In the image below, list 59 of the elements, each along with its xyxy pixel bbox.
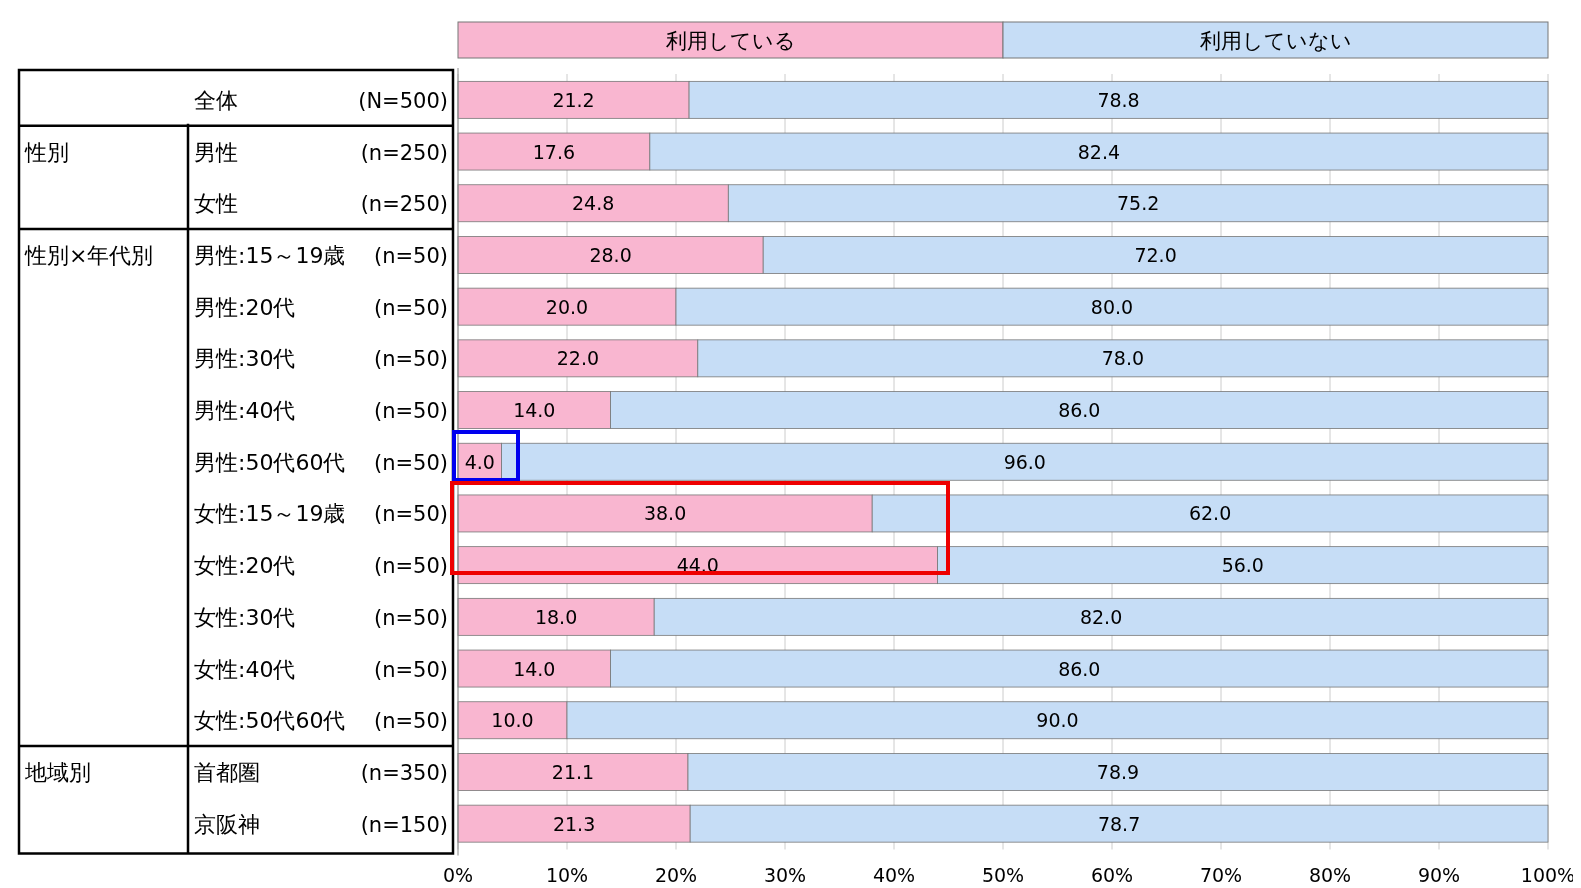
x-tick-label: 0%	[442, 864, 474, 886]
data-label: 17.6	[532, 140, 576, 163]
data-label: 78.7	[1097, 812, 1141, 835]
category-label: 男性:40代 (n=50)	[194, 398, 448, 424]
x-tick-label: 90%	[1417, 864, 1461, 886]
data-label: 21.1	[551, 760, 595, 783]
data-label: 22.0	[556, 347, 600, 370]
x-tick-label: 80%	[1308, 864, 1352, 886]
data-label: 96.0	[1003, 450, 1046, 473]
data-label: 86.0	[1058, 657, 1101, 680]
data-label: 72.0	[1134, 243, 1177, 266]
category-label: 男性:15～19歳 (n=50)	[194, 242, 448, 268]
category-label: 女性:30代 (n=50)	[194, 604, 448, 630]
category-label: 男性:20代 (n=50)	[194, 294, 448, 320]
text: 性別×年代別	[24, 242, 154, 268]
category-label: 女性:40代 (n=50)	[194, 656, 448, 682]
data-label: 90.0	[1036, 709, 1079, 732]
category-label: 首都圏 (n=350)	[194, 759, 448, 785]
category-label: 男性:50代60代 (n=50)	[194, 449, 448, 475]
data-label: 21.3	[552, 812, 596, 835]
data-label: 80.0	[1090, 295, 1134, 318]
category-label: 女性:50代60代 (n=50)	[194, 708, 448, 734]
data-label: 14.0	[513, 657, 556, 680]
data-label: 21.2	[552, 88, 595, 111]
text: 性別	[24, 139, 69, 165]
series-label: 利用している	[665, 29, 796, 53]
data-label: 18.0	[534, 605, 578, 628]
data-label: 10.0	[491, 709, 534, 732]
data-label: 78.8	[1097, 88, 1140, 111]
category-label: 女性:20代 (n=50)	[194, 553, 448, 579]
x-tick-label: 20%	[654, 864, 698, 886]
x-tick-label: 70%	[1199, 864, 1243, 886]
data-label: 24.8	[572, 192, 615, 215]
data-label: 14.0	[513, 399, 556, 422]
category-label: 男性 (n=250)	[194, 139, 448, 165]
category-label: 京阪神 (n=150)	[194, 811, 448, 837]
data-label: 78.0	[1101, 347, 1145, 370]
x-tick-label: 50%	[981, 864, 1025, 886]
data-label: 56.0	[1221, 554, 1264, 577]
x-tick-label: 30%	[763, 864, 807, 886]
data-label: 75.2	[1117, 192, 1160, 215]
x-tick-label: 60%	[1090, 864, 1134, 886]
category-label: 全体 (N=500)	[194, 87, 448, 113]
series-label: 利用していない	[1199, 29, 1352, 53]
data-label: 82.4	[1077, 140, 1121, 163]
category-label: 男性:30代 (n=50)	[194, 346, 448, 372]
category-label: 女性 (n=250)	[194, 191, 448, 217]
data-label: 4.0	[464, 450, 495, 473]
data-label: 20.0	[545, 295, 589, 318]
data-label: 38.0	[643, 502, 687, 525]
x-tick-label: 10%	[545, 864, 589, 886]
data-label: 82.0	[1079, 605, 1123, 628]
category-label: 女性:15～19歳 (n=50)	[194, 501, 448, 527]
text: 地域別	[24, 759, 91, 785]
data-label: 62.0	[1188, 502, 1232, 525]
x-tick-label: 40%	[872, 864, 916, 886]
data-label: 28.0	[589, 243, 632, 266]
data-label: 78.9	[1096, 760, 1140, 783]
data-label: 86.0	[1058, 399, 1101, 422]
